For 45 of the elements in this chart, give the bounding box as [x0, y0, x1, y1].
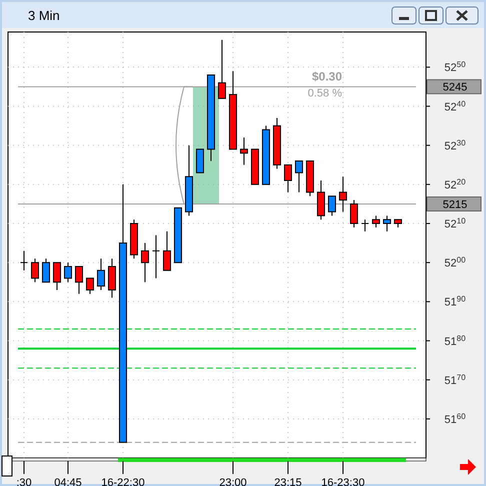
- annotation: 0.58 %: [308, 88, 342, 100]
- x-tick-label: 23:15: [274, 477, 302, 486]
- candlestick: [218, 39, 226, 99]
- candlestick: [372, 215, 380, 228]
- candlestick: [295, 160, 303, 193]
- candlestick: [317, 180, 325, 220]
- annotation: $0.30: [312, 70, 342, 84]
- ref-line-label: 5245: [442, 82, 468, 94]
- candlestick: [196, 148, 204, 174]
- y-tick-label: 52$^{50}$: [444, 60, 466, 74]
- x-tick-label: 04:45: [54, 477, 82, 486]
- chart-title: 3 Min: [28, 8, 60, 23]
- candlestick: [75, 266, 83, 294]
- x-tick-label: 23:00: [219, 477, 247, 486]
- y-tick-label: 51$^{80}$: [444, 333, 466, 348]
- y-tick-label: 52$^{10}$: [444, 216, 466, 231]
- x-tick-label: 16-23:30: [321, 477, 365, 486]
- candlestick: [31, 258, 39, 283]
- candlestick: [86, 278, 94, 294]
- x-tick-label: 16-22:30: [101, 477, 145, 486]
- candlestick: [53, 262, 61, 290]
- y-tick-label: 51$^{70}$: [444, 372, 466, 387]
- candlestick: [240, 137, 248, 166]
- candlestick: [20, 250, 28, 271]
- candlestick: [141, 242, 149, 283]
- candlestick: [97, 258, 105, 290]
- candlestick: [163, 230, 171, 271]
- candlestick: [42, 258, 50, 283]
- candlestick: [152, 234, 160, 279]
- y-tick-label: 52$^{40}$: [444, 98, 466, 114]
- ref-line-label: 5215: [442, 198, 468, 211]
- y-tick-label: 51$^{60}$: [444, 411, 466, 426]
- candlestick: [284, 164, 292, 193]
- y-tick-label: 52$^{00}$: [444, 255, 466, 270]
- y-tick-label: 52$^{30}$: [444, 138, 466, 152]
- candlestick: [108, 258, 116, 298]
- candlestick: [64, 262, 72, 283]
- candlestick: [383, 215, 391, 232]
- candlestick: [328, 196, 336, 216]
- y-tick-label: 51$^{90}$: [444, 294, 466, 309]
- candlestick: [339, 176, 347, 212]
- candlestick: [350, 200, 358, 228]
- y-tick-label: 52$^{20}$: [444, 176, 466, 192]
- x-tick-label: :30: [16, 477, 32, 486]
- candlestick: [362, 219, 368, 232]
